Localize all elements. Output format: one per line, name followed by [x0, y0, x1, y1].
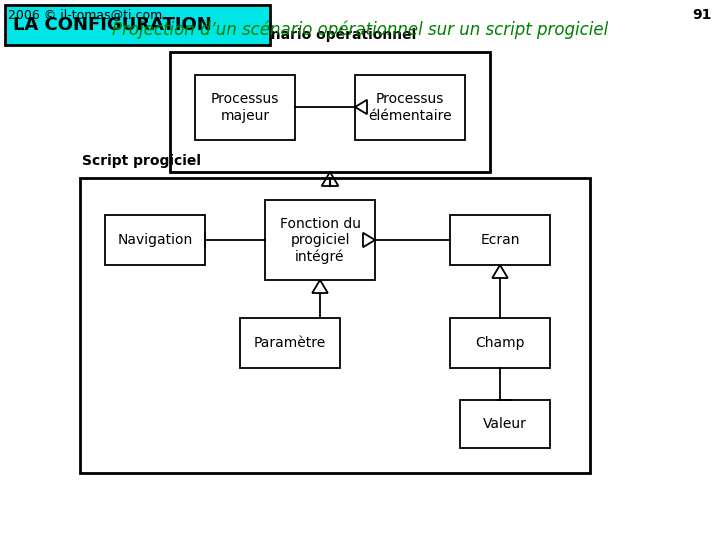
- Bar: [195, 75, 295, 140]
- Text: Processus
élémentaire: Processus élémentaire: [368, 92, 452, 123]
- Text: Navigation: Navigation: [117, 233, 193, 247]
- Bar: [450, 215, 550, 265]
- Text: 91: 91: [693, 8, 712, 22]
- Text: Script progiciel: Script progiciel: [82, 154, 201, 168]
- Bar: [450, 318, 550, 368]
- Bar: [170, 52, 490, 172]
- Bar: [80, 178, 590, 473]
- Text: Ecran: Ecran: [480, 233, 520, 247]
- Text: Valeur: Valeur: [483, 417, 527, 431]
- Bar: [265, 200, 375, 280]
- Bar: [105, 215, 205, 265]
- Text: Fonction du
progiciel
intégré: Fonction du progiciel intégré: [279, 217, 361, 264]
- Text: LA CONFIGURATION: LA CONFIGURATION: [13, 16, 212, 34]
- Text: Scénario opérationnel: Scénario opérationnel: [243, 28, 417, 42]
- Text: Paramètre: Paramètre: [254, 336, 326, 350]
- Bar: [5, 5, 270, 45]
- Bar: [240, 318, 340, 368]
- Text: Champ: Champ: [475, 336, 525, 350]
- Bar: [460, 400, 550, 448]
- Text: 2006 © jl-tomas@ti.com: 2006 © jl-tomas@ti.com: [8, 9, 162, 22]
- Bar: [355, 75, 465, 140]
- Text: Projection d’un scénario opérationnel sur un script progiciel: Projection d’un scénario opérationnel su…: [112, 21, 608, 39]
- Text: Processus
majeur: Processus majeur: [211, 92, 279, 123]
